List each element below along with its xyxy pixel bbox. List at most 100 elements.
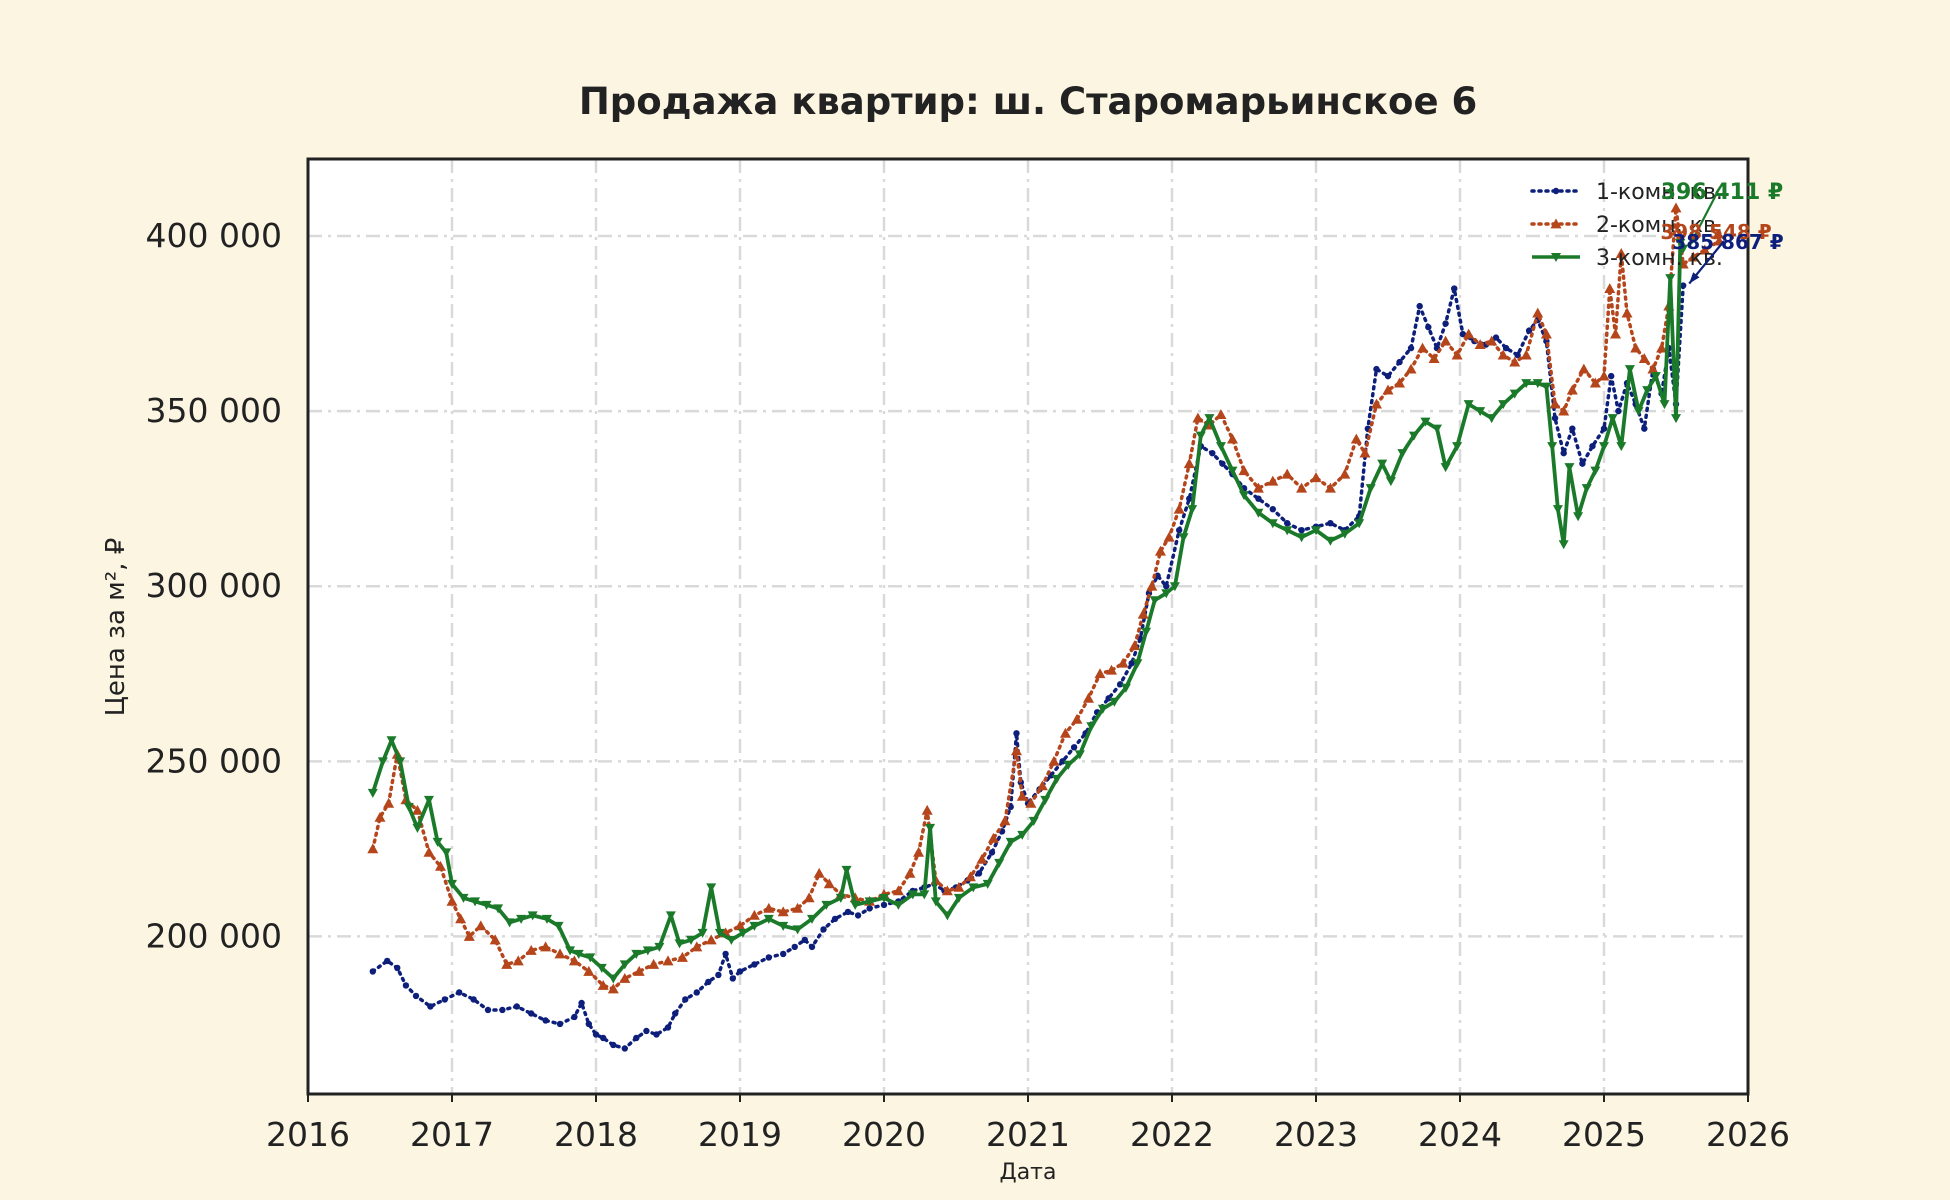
x-tick-label: 2019 <box>698 1115 782 1154</box>
data-point <box>1017 830 1028 840</box>
annotation-label: 398 548 ₽ <box>1660 220 1771 244</box>
data-point <box>1296 533 1307 543</box>
data-point <box>504 918 515 928</box>
data-point <box>1564 463 1575 473</box>
data-point <box>1324 482 1336 493</box>
data-point <box>653 1031 660 1038</box>
data-point <box>427 1003 434 1010</box>
data-point <box>1405 363 1417 374</box>
data-point <box>1463 328 1475 339</box>
data-point <box>835 893 846 903</box>
data-point <box>968 883 979 893</box>
data-point <box>447 879 457 889</box>
x-tick-label: 2022 <box>1130 1115 1214 1154</box>
data-point <box>1116 681 1124 688</box>
data-point <box>1520 349 1532 360</box>
data-point <box>748 909 760 920</box>
data-point <box>1498 400 1509 410</box>
data-point <box>573 949 584 959</box>
data-point <box>1354 519 1365 529</box>
data-point <box>1059 758 1066 765</box>
data-point <box>1284 519 1291 527</box>
legend-marker <box>1552 187 1560 195</box>
data-point <box>1600 425 1608 432</box>
data-point <box>377 757 388 767</box>
data-point <box>722 950 729 958</box>
data-point <box>1440 335 1452 346</box>
data-point <box>1407 344 1415 352</box>
data-point <box>1598 370 1610 381</box>
data-point <box>643 1027 650 1035</box>
data-point <box>1396 358 1403 366</box>
data-point <box>1074 750 1085 760</box>
data-point <box>1187 505 1198 515</box>
data-point <box>807 914 817 924</box>
y-tick-label: 200 000 <box>146 916 282 955</box>
data-point <box>1209 449 1216 457</box>
data-point <box>674 939 685 949</box>
data-point <box>1599 442 1609 452</box>
annotation-label: 396 411 ₽ <box>1661 180 1783 205</box>
data-point <box>749 921 760 931</box>
data-point <box>642 946 653 956</box>
end-value-annotations: 396 411 ₽ 398 548 ₽385 867 ₽ <box>1660 180 1784 285</box>
data-point <box>844 908 852 916</box>
x-tick-label: 2025 <box>1562 1115 1646 1154</box>
data-point <box>525 944 537 955</box>
data-point <box>608 974 619 984</box>
data-point <box>556 1020 564 1028</box>
data-point <box>1163 583 1170 590</box>
y-axis-label: Цена за м², ₽ <box>101 538 131 717</box>
data-point <box>1452 442 1463 452</box>
data-point <box>1097 704 1108 714</box>
data-point <box>751 961 758 968</box>
x-tick-label: 2017 <box>410 1115 494 1154</box>
data-point <box>1227 466 1238 476</box>
data-point <box>1486 414 1497 424</box>
data-point <box>1226 433 1238 444</box>
data-point <box>1431 424 1442 434</box>
y-tick-label: 400 000 <box>146 216 282 255</box>
data-point <box>792 925 803 935</box>
data-point <box>1373 365 1380 373</box>
data-point <box>1560 449 1567 457</box>
data-point <box>553 921 564 931</box>
data-point <box>1325 536 1336 546</box>
data-point <box>633 1034 640 1042</box>
data-point <box>821 900 832 910</box>
data-point <box>1590 466 1601 476</box>
data-point <box>1675 239 1686 249</box>
data-point <box>597 979 609 990</box>
data-point <box>1059 727 1071 738</box>
data-point <box>1327 519 1334 527</box>
data-point <box>919 890 930 900</box>
data-point <box>1252 482 1264 493</box>
data-point <box>705 934 717 945</box>
legend-item-1: 1-комн. кв. <box>1530 180 1723 205</box>
data-point <box>578 999 585 1007</box>
data-point <box>412 992 420 1000</box>
data-point <box>1106 664 1118 675</box>
data-point <box>1569 425 1576 432</box>
data-point <box>455 913 467 924</box>
annotation-3: 385 867 ₽ <box>1672 230 1784 285</box>
data-point <box>1370 398 1382 409</box>
data-point <box>1497 349 1509 360</box>
data-point <box>880 901 888 909</box>
data-point <box>975 870 983 877</box>
data-point <box>631 949 642 959</box>
data-point <box>1573 512 1584 522</box>
data-point <box>1040 795 1051 805</box>
data-point <box>1615 248 1627 258</box>
data-point <box>1425 323 1432 331</box>
data-point <box>1397 449 1408 459</box>
data-point <box>1132 659 1143 669</box>
data-point <box>1616 442 1627 452</box>
data-point <box>1028 816 1039 826</box>
data-point <box>1615 407 1622 415</box>
data-point <box>1607 414 1618 424</box>
data-point <box>1525 327 1533 334</box>
annotation-1: 396 411 ₽ <box>1661 180 1783 248</box>
data-point <box>1071 713 1083 724</box>
data-point <box>1678 244 1689 254</box>
